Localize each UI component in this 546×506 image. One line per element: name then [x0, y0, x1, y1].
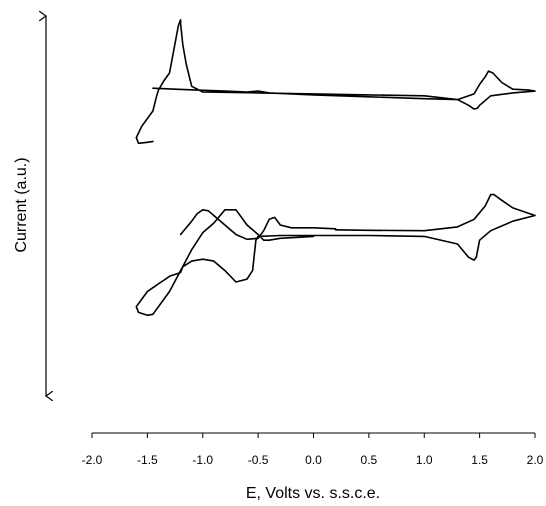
x-axis-label: E, Volts vs. s.s.c.e. [246, 485, 380, 502]
series-line-1 [135, 19, 536, 145]
x-tick-label: -1.5 [137, 453, 158, 467]
x-tick-label: 0.0 [305, 453, 322, 467]
x-tick-label: 0.5 [361, 453, 378, 467]
x-ticks: -2.0 -1.5 -1.0 -0.5 0.0 0.5 1.0 1.5 2.0 [82, 433, 544, 467]
series-line-2 [179, 209, 337, 241]
x-tick-label: 2.0 [527, 453, 544, 467]
y-axis-label: Current (a.u.) [13, 157, 30, 252]
x-tick-label: -2.0 [82, 453, 103, 467]
x-tick-label: 1.5 [471, 453, 488, 467]
x-tick-label: 1.0 [416, 453, 433, 467]
series-line-3 [135, 193, 536, 317]
x-tick-label: -1.0 [192, 453, 213, 467]
curves [135, 19, 536, 317]
x-tick-label: -0.5 [248, 453, 269, 467]
